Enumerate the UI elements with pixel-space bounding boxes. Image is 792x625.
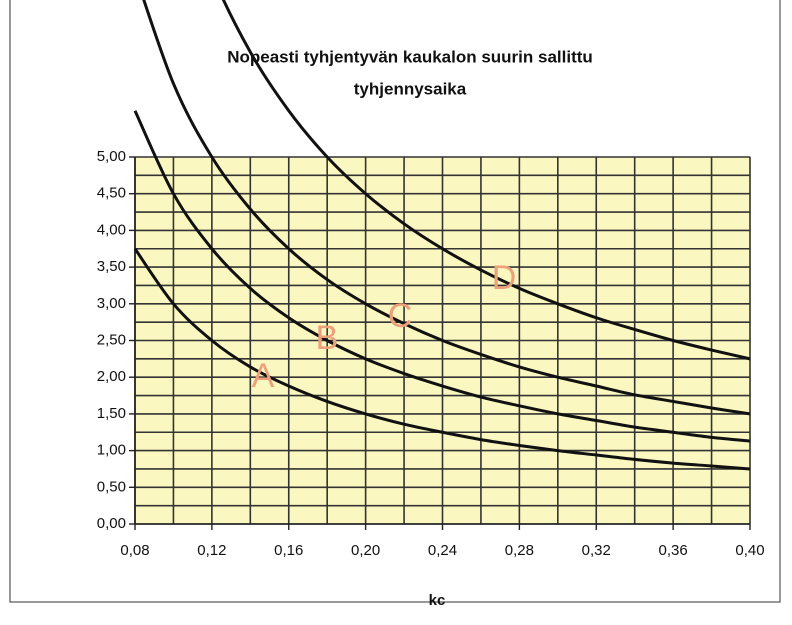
y-tick-label: 1,50 xyxy=(97,405,126,422)
curve-label: A xyxy=(252,357,275,395)
y-tick-label: 0,00 xyxy=(97,515,126,532)
x-tick-label: 0,24 xyxy=(428,542,457,559)
curves: A B C D xyxy=(133,0,751,471)
x-tick-label: 0,32 xyxy=(582,542,611,559)
y-tick-label: 4,50 xyxy=(97,185,126,202)
x-tick-label: 0,16 xyxy=(274,542,303,559)
y-tick-label: 2,50 xyxy=(97,331,126,348)
y-tick-label: 3,00 xyxy=(97,295,126,312)
y-tick-label: 4,00 xyxy=(97,221,126,238)
curve xyxy=(133,110,751,443)
x-tick-label: 0,20 xyxy=(351,542,380,559)
curve-label: D xyxy=(492,259,517,297)
curve xyxy=(221,0,751,361)
x-tick-label: 0,36 xyxy=(659,542,688,559)
curve xyxy=(142,0,751,416)
plot-area: 0,08 0,12 0,16 0,20 0,24 0,28 0,32 0,36 0,40 0,00… xyxy=(97,148,765,559)
x-axis-title: kc xyxy=(429,592,446,609)
y-tick-label: 2,00 xyxy=(97,368,126,385)
y-tick-label: 5,00 xyxy=(97,148,126,165)
x-tick-label: 0,08 xyxy=(120,542,149,559)
x-tick-label: 0,40 xyxy=(735,542,764,559)
y-tick-label: 3,50 xyxy=(97,258,126,275)
curve-label: B xyxy=(316,319,339,357)
chart-title: Nopeasti tyhjentyvän kaukalon suurin sal… xyxy=(227,47,593,66)
x-tick-label: 0,28 xyxy=(505,542,534,559)
chart-title: tyhjennysaika xyxy=(354,79,467,98)
x-tick-label: 0,12 xyxy=(197,542,226,559)
curve-label: C xyxy=(388,297,413,335)
y-tick-label: 0,50 xyxy=(97,478,126,495)
curve xyxy=(133,247,751,471)
y-tick-label: 1,00 xyxy=(97,442,126,459)
